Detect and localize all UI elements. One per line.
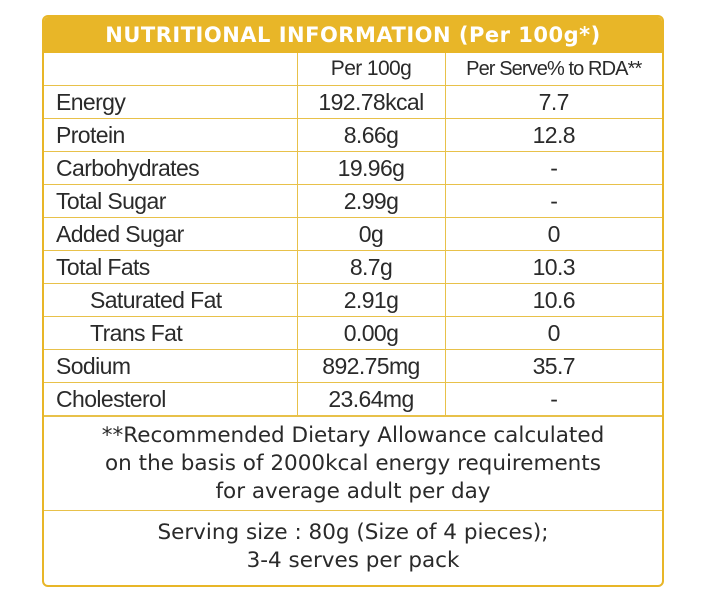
- per-100g-value: 892.75mg: [296, 349, 446, 383]
- nutrient-name: Saturated Fat: [44, 283, 298, 317]
- nutrient-name: Energy: [44, 85, 298, 119]
- nutrient-name: Carbohydrates: [44, 151, 298, 185]
- table-row-protein: Protein 8.66g 12.8: [44, 118, 662, 152]
- rda-value: -: [444, 382, 662, 416]
- table-row-energy: Energy 192.78kcal 7.7: [44, 85, 662, 119]
- serves-per-pack-text: 3-4 serves per pack: [246, 548, 460, 573]
- rda-value: 10.6: [444, 283, 662, 317]
- table-header-row: Per 100g Per Serve% to RDA**: [44, 53, 662, 86]
- rda-value: 7.7: [444, 85, 662, 119]
- nutrient-name: Total Sugar: [44, 184, 298, 218]
- nutrient-name: Trans Fat: [44, 316, 298, 350]
- rda-value: 10.3: [444, 250, 662, 284]
- rda-value: -: [444, 151, 662, 185]
- table-row-carbohydrates: Carbohydrates 19.96g -: [44, 151, 662, 185]
- serving-size-text: Serving size : 80g (Size of 4 pieces);: [157, 520, 549, 545]
- nutrient-name: Sodium: [44, 349, 298, 383]
- table-row-total-fats: Total Fats 8.7g 10.3: [44, 250, 662, 284]
- per-100g-value: 8.7g: [296, 250, 446, 284]
- nutrient-name: Cholesterol: [44, 382, 298, 416]
- nutrition-table: Per 100g Per Serve% to RDA** Energy 192.…: [44, 53, 662, 416]
- table-row-saturated-fat: Saturated Fat 2.91g 10.6: [44, 283, 662, 317]
- rda-value: 12.8: [444, 118, 662, 152]
- header-per-serve-rda: Per Serve% to RDA**: [444, 53, 662, 86]
- footnote-line: **Recommended Dietary Allowance calculat…: [101, 423, 605, 448]
- per-100g-value: 192.78kcal: [296, 85, 446, 119]
- footnote-line: for average adult per day: [215, 479, 491, 504]
- table-row-trans-fat: Trans Fat 0.00g 0: [44, 316, 662, 350]
- nutrient-name: Protein: [44, 118, 298, 152]
- per-100g-value: 19.96g: [296, 151, 446, 185]
- table-row-added-sugar: Added Sugar 0g 0: [44, 217, 662, 251]
- footnote-line: on the basis of 2000kcal energy requirem…: [105, 451, 601, 476]
- per-100g-value: 23.64mg: [296, 382, 446, 416]
- per-100g-value: 8.66g: [296, 118, 446, 152]
- per-100g-value: 2.91g: [296, 283, 446, 317]
- table-row-cholesterol: Cholesterol 23.64mg -: [44, 382, 662, 416]
- header-nutrient: [44, 53, 298, 86]
- per-100g-value: 0g: [296, 217, 446, 251]
- nutrient-name: Total Fats: [44, 250, 298, 284]
- table-row-sodium: Sodium 892.75mg 35.7: [44, 349, 662, 383]
- rda-value: 0: [444, 217, 662, 251]
- header-per-100g: Per 100g: [296, 53, 446, 86]
- rda-footnote: **Recommended Dietary Allowance calculat…: [44, 416, 662, 510]
- per-100g-value: 2.99g: [296, 184, 446, 218]
- nutrition-panel: NUTRITIONAL INFORMATION (Per 100g*) Per …: [42, 15, 664, 587]
- panel-title: NUTRITIONAL INFORMATION (Per 100g*): [44, 17, 662, 53]
- rda-value: -: [444, 184, 662, 218]
- table-row-total-sugar: Total Sugar 2.99g -: [44, 184, 662, 218]
- rda-value: 35.7: [444, 349, 662, 383]
- rda-value: 0: [444, 316, 662, 350]
- serving-info: Serving size : 80g (Size of 4 pieces); 3…: [44, 510, 662, 575]
- nutrient-name: Added Sugar: [44, 217, 298, 251]
- per-100g-value: 0.00g: [296, 316, 446, 350]
